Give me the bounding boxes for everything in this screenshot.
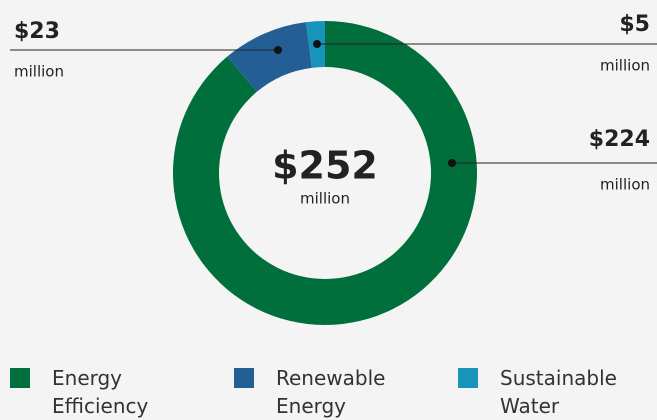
- center-sublabel: million: [300, 190, 350, 208]
- legend-label: Energy Efficiency: [52, 366, 149, 418]
- legend: Energy Efficiency Renewable Energy Sustain…: [0, 360, 657, 420]
- value-label: $5: [619, 12, 650, 37]
- center-label: $252: [272, 144, 378, 188]
- unit-label: million: [14, 63, 64, 81]
- leader-dot: [313, 40, 321, 48]
- leader-dot: [448, 159, 456, 167]
- legend-swatch: [458, 368, 478, 388]
- legend-label: Renewable Energy: [276, 366, 386, 418]
- donut-slice: [172, 21, 478, 325]
- value-label: $23: [14, 19, 60, 44]
- donut-slice: [227, 22, 312, 92]
- unit-label: million: [600, 176, 650, 194]
- legend-swatch: [234, 368, 254, 388]
- legend-swatch: [10, 368, 30, 388]
- chart: $252 million $224 million $23 million $5 mill…: [10, 12, 657, 325]
- value-label: $224: [589, 127, 650, 152]
- leader-dot: [274, 46, 282, 54]
- legend-label: Sustainable Water: [500, 366, 617, 418]
- unit-label: million: [600, 57, 650, 75]
